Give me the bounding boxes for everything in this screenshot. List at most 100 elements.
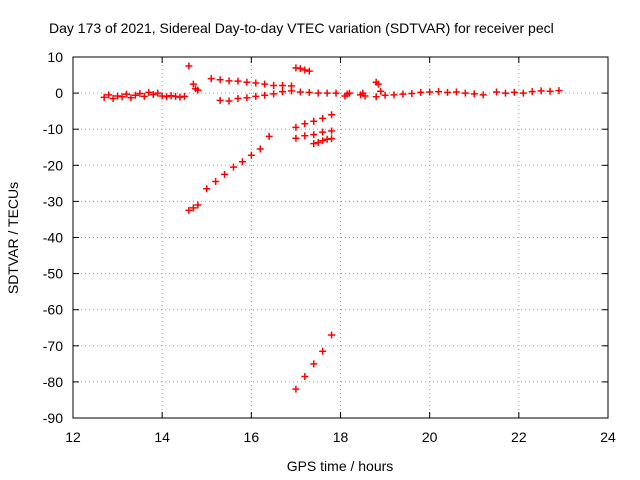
data-point — [537, 87, 545, 95]
data-point — [270, 82, 278, 90]
data-point — [230, 163, 237, 171]
data-point — [310, 131, 318, 139]
data-point — [452, 88, 460, 96]
y-tick-label: -80 — [43, 374, 63, 390]
data-point — [252, 79, 260, 87]
data-point — [123, 90, 130, 98]
data-point — [426, 88, 434, 96]
data-series — [493, 87, 563, 97]
data-point — [493, 88, 501, 96]
data-point — [100, 93, 108, 101]
data-series — [185, 62, 202, 94]
data-point — [328, 135, 336, 143]
data-point — [261, 91, 269, 99]
data-point — [390, 91, 398, 99]
data-point — [435, 88, 443, 96]
x-axis-label: GPS time / hours — [287, 458, 394, 474]
y-tick-label: -40 — [43, 230, 63, 246]
data-point — [256, 145, 264, 153]
data-point — [510, 88, 518, 96]
x-tick-label: 18 — [333, 429, 349, 445]
data-point — [310, 140, 318, 148]
y-axis-label: SDTVAR / TECUs — [5, 182, 21, 294]
data-point — [140, 92, 148, 100]
data-point — [225, 97, 233, 105]
x-tick-label: 24 — [600, 429, 616, 445]
y-tick-label: -70 — [43, 338, 63, 354]
data-point — [399, 90, 407, 98]
data-point — [332, 89, 340, 97]
data-point — [185, 62, 193, 70]
data-point — [194, 86, 202, 94]
data-point — [319, 137, 327, 145]
tick-label-layer: 12 14 16 18 20 22 24 -90 -80 -70 -60 -50 -40 -30 -20 -1… — [43, 49, 616, 445]
data-point — [185, 206, 193, 214]
data-point — [287, 87, 295, 95]
y-tick-label: -30 — [43, 193, 63, 209]
data-series — [292, 127, 336, 142]
data-series — [203, 132, 273, 193]
tick-layer — [72, 56, 609, 419]
data-point — [310, 117, 318, 125]
data-point — [292, 385, 300, 393]
data-point — [292, 134, 300, 142]
x-tick-label: 14 — [154, 429, 170, 445]
data-point — [154, 89, 162, 97]
data-point — [149, 91, 157, 99]
data-series — [100, 88, 188, 103]
data-point — [372, 93, 380, 101]
data-point — [207, 75, 215, 83]
data-point — [305, 88, 313, 96]
data-point — [203, 185, 211, 193]
x-tick-label: 20 — [422, 429, 438, 445]
data-point — [305, 67, 313, 75]
y-tick-label: -10 — [43, 121, 63, 137]
data-point — [234, 95, 242, 103]
data-point — [408, 89, 416, 97]
data-point — [225, 77, 233, 85]
data-point — [374, 80, 382, 88]
data-series — [310, 135, 336, 148]
data-point — [194, 201, 202, 209]
data-point — [131, 91, 139, 99]
data-point — [417, 88, 425, 96]
data-point — [221, 170, 229, 178]
data-point — [501, 89, 509, 97]
data-series — [207, 75, 295, 90]
data-point — [265, 132, 273, 140]
data-point — [261, 80, 269, 88]
data-point — [252, 92, 260, 100]
data-point — [301, 132, 309, 140]
data-point — [479, 91, 487, 99]
data-series — [292, 64, 313, 75]
data-point — [345, 89, 353, 97]
y-tick-label: -60 — [43, 302, 63, 318]
data-point — [163, 93, 171, 101]
data-point — [180, 92, 188, 100]
data-point — [238, 158, 246, 166]
data-point — [381, 91, 389, 99]
data-point — [301, 66, 309, 74]
data-point — [555, 87, 563, 95]
chart-title: Day 173 of 2021, Sidereal Day-to-day VTE… — [49, 20, 554, 36]
data-point — [292, 123, 300, 131]
data-series — [372, 78, 385, 95]
data-layer — [100, 62, 563, 393]
grid-layer — [73, 57, 608, 418]
data-point — [519, 89, 527, 97]
data-point — [118, 93, 126, 101]
y-tick-label: 0 — [55, 85, 63, 101]
data-point — [301, 120, 309, 128]
data-point — [323, 89, 331, 97]
data-point — [528, 88, 536, 96]
data-series — [216, 87, 340, 105]
data-point — [216, 76, 224, 84]
data-point — [189, 80, 197, 88]
data-point — [444, 88, 451, 96]
data-point — [301, 372, 309, 380]
data-point — [247, 151, 255, 159]
data-series — [292, 111, 336, 131]
x-tick-label: 12 — [65, 429, 81, 445]
data-point — [319, 128, 327, 136]
